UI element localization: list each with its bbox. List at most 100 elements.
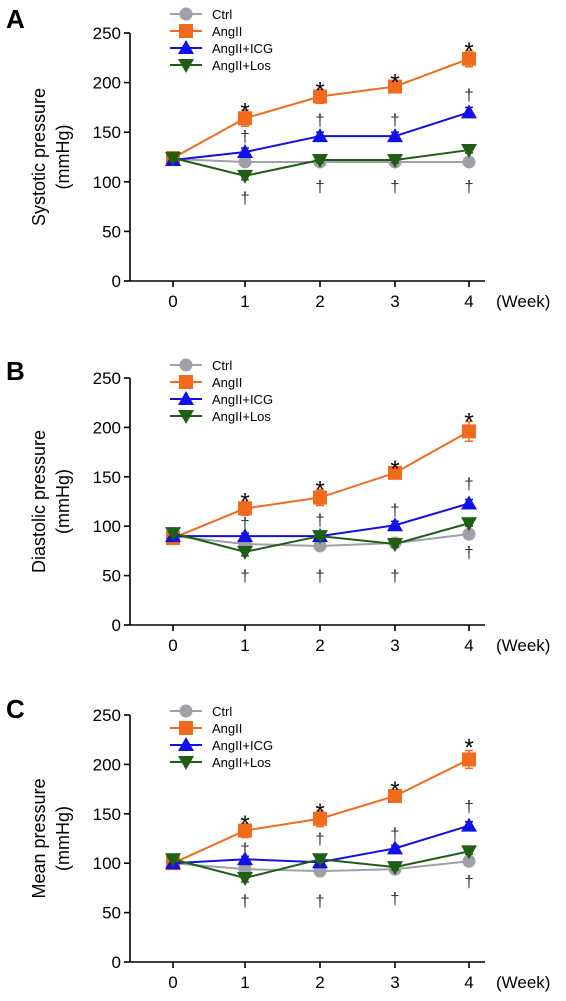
panel-b-significance-dagger: † (464, 543, 473, 562)
panel-a-legend-angii-icg-label: AngII+ICG (212, 41, 273, 56)
panel-b-x-tick-label: 4 (464, 636, 473, 655)
panel-c-y-tick-label: 250 (93, 706, 121, 725)
panel-a-series-angii-icg-point (461, 104, 477, 119)
panel-c-series-angii-los-point (237, 872, 253, 887)
panel-c-series-angii-point (462, 752, 476, 767)
panel-a-legend-ctrl-marker (179, 7, 193, 21)
panel-c-x-tick-label: 0 (168, 973, 177, 992)
panel-c-y-tick-label: 200 (93, 755, 121, 774)
panel-b-x-tick-label: 2 (315, 636, 324, 655)
panel-b-significance-star: * (315, 477, 324, 504)
panel-c-y-tick-label: 50 (102, 904, 121, 923)
panel-c-significance-dagger: † (240, 892, 249, 911)
panel-b-y-tick-label: 100 (93, 517, 121, 536)
panel-a-significance-dagger: † (464, 86, 473, 105)
panel-b: B 0 50 100 150 200 250 0 1 2 3 4 (Week) Diastolic pre… (6, 356, 550, 655)
panel-b-legend: Ctrl AngII AngII+ICG AngII+Los (170, 358, 273, 424)
panel-c-x-tick-label: 3 (390, 973, 399, 992)
panel-b-legend-angii-icg-label: AngII+ICG (212, 392, 273, 407)
panel-c-significance-dagger: † (464, 797, 473, 816)
panel-a-legend-ctrl-label: Ctrl (212, 7, 232, 22)
panel-b-series-angii-icg-point (237, 528, 253, 543)
panel-a-series-angii-line (172, 57, 470, 159)
panel-a-y-axis-title: (mmHg) (53, 125, 73, 190)
panel-c-y-axis-title: Mean pressure (29, 778, 49, 898)
panel-b-legend-angii-marker (179, 375, 193, 389)
panel-a-series-angii-los-point (165, 151, 181, 166)
panel-a-series-ctrl-point (238, 155, 252, 169)
panel-a-y-tick-label: 50 (102, 222, 121, 241)
panel-a-significance-star: * (464, 38, 473, 65)
panel-c-series-angii-point (388, 789, 402, 804)
panel-c: C 0 50 100 150 200 250 0 1 2 3 4 (Week) Mean pressure… (6, 694, 550, 992)
panel-b-series-angii-los-point (237, 545, 253, 560)
panel-c-legend-ctrl-label: Ctrl (212, 704, 232, 719)
panel-b-significance-star: * (464, 409, 473, 436)
panel-b-x-axis-title: (Week) (496, 636, 550, 655)
panel-a-label: A (6, 4, 25, 34)
panel-b-significance-dagger: † (240, 567, 249, 586)
panel-b-significance-dagger: † (390, 567, 399, 586)
panel-a-series-angii-los-point (237, 169, 253, 184)
panel-c-series-angii-icg-point (461, 817, 477, 832)
panel-a-y-tick-label: 250 (93, 24, 121, 43)
panel-b-significance-dagger: † (240, 514, 249, 533)
panel-b-series-angii-icg-point (461, 495, 477, 510)
panel-a-significance-star: * (240, 98, 249, 125)
panel-b-y-tick-label: 250 (93, 369, 121, 388)
panel-a-significance-dagger: † (315, 110, 324, 129)
panel-c-legend-ctrl-marker (179, 704, 193, 718)
panel-a-legend-angii-los-marker (178, 59, 194, 73)
panel-a-significance-dagger: † (390, 110, 399, 129)
panel-c-series-angii-icg-point (237, 851, 253, 866)
panel-c-significance-dagger: † (390, 889, 399, 908)
panel-a-series-ctrl-point (462, 155, 476, 169)
panel-b-series-angii-los-point (387, 537, 403, 552)
panel-b-significance-dagger: † (315, 567, 324, 586)
panel-c-significance-dagger: † (464, 872, 473, 891)
panel-a-series-angii-los-point (387, 153, 403, 168)
panel-c-significance-star: * (390, 777, 399, 804)
panel-a-y-tick-label: 200 (93, 74, 121, 93)
panel-c-significance-star: * (464, 735, 473, 762)
panel-b-y-tick-label: 150 (93, 468, 121, 487)
panel-a-series-angii-point (313, 89, 327, 104)
panel-c-series-angii-icg-point (387, 840, 403, 855)
panel-a-x-tick-label: 0 (168, 292, 177, 311)
panel-a-series-angii-point (462, 51, 476, 66)
panel-b-series-angii-los-point (312, 530, 328, 545)
panel-b-legend-angii-label: AngII (212, 375, 242, 390)
panel-a-y-tick-label: 0 (112, 272, 121, 291)
panel-b-significance-dagger: † (464, 475, 473, 494)
panel-b-legend-angii-los-marker (178, 410, 194, 424)
panel-b-significance-dagger: † (390, 500, 399, 519)
panel-c-series-angii-point (238, 823, 252, 838)
panel-a-series-angii-los-point (461, 144, 477, 159)
panel-b-series-angii-point (313, 490, 327, 505)
panel-b-x-tick-label: 0 (168, 636, 177, 655)
panel-b-legend-ctrl-label: Ctrl (212, 358, 232, 373)
panel-a-legend-angii-marker (179, 24, 193, 38)
panel-b-label: B (6, 356, 25, 386)
panel-a-series-angii-point (238, 111, 252, 126)
panel-c-series-angii-los-point (165, 853, 181, 868)
panel-a-x-tick-label: 4 (464, 292, 473, 311)
panel-a-series-angii-icg-point (312, 128, 328, 143)
panel-c-legend-angii-los-marker (178, 756, 194, 770)
panel-a-significance-dagger: † (464, 177, 473, 196)
panel-b-series-angii-point (388, 465, 402, 480)
panel-c-legend: Ctrl AngII AngII+ICG AngII+Los (170, 704, 273, 770)
panel-b-series-angii-los-point (461, 517, 477, 532)
panel-a-y-tick-label: 100 (93, 173, 121, 192)
panel-a-x-tick-label: 3 (390, 292, 399, 311)
panel-c-significance-dagger: † (315, 830, 324, 849)
panel-a-significance-star: * (390, 70, 399, 97)
panel-c-x-tick-label: 2 (315, 973, 324, 992)
panel-b-significance-star: * (390, 456, 399, 483)
panel-a-x-axis-title: (Week) (496, 292, 550, 311)
panel-c-series-angii-los-point (461, 845, 477, 860)
panel-a-legend: Ctrl AngII AngII+ICG AngII+Los (170, 7, 273, 73)
panel-a-significance-dagger: † (240, 127, 249, 146)
panel-a: A 0 50 100 150 200 250 0 1 2 3 4 (Week) Systotic pres… (6, 4, 550, 311)
panel-c-legend-angii-label: AngII (212, 721, 242, 736)
